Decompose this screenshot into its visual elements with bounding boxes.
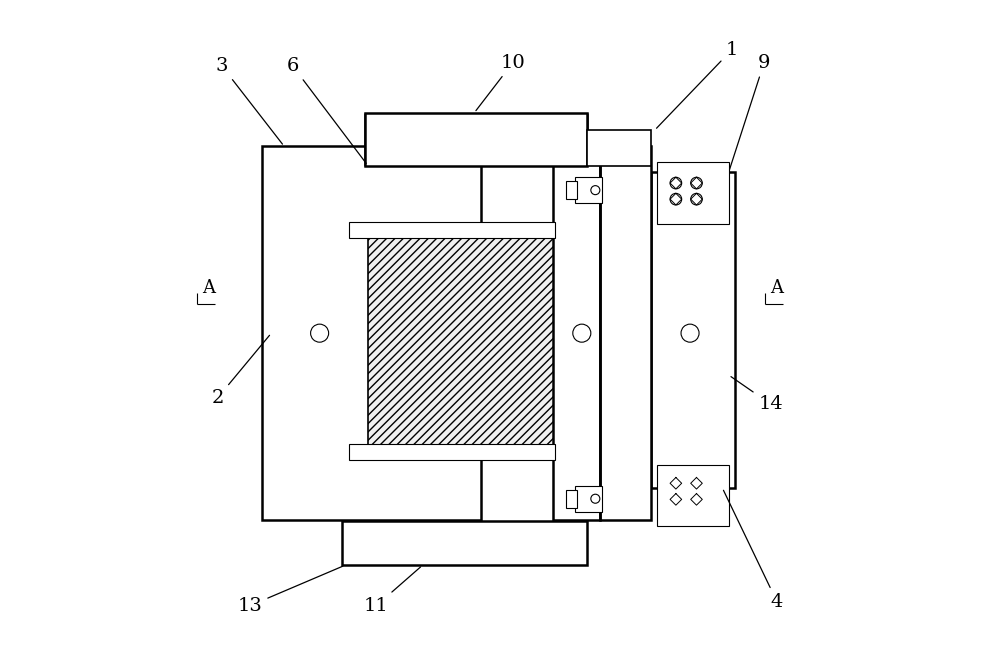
Circle shape xyxy=(681,324,699,342)
Circle shape xyxy=(670,193,682,205)
Text: 6: 6 xyxy=(286,57,366,164)
Text: A: A xyxy=(202,279,215,297)
Text: 10: 10 xyxy=(476,54,525,111)
Bar xyxy=(657,465,729,527)
Text: A: A xyxy=(771,279,784,297)
Text: 9: 9 xyxy=(730,54,770,170)
Bar xyxy=(651,172,735,488)
Text: 4: 4 xyxy=(723,490,783,611)
Bar xyxy=(349,444,555,460)
Bar xyxy=(600,146,651,520)
Text: 13: 13 xyxy=(238,566,343,615)
Circle shape xyxy=(670,177,682,189)
Circle shape xyxy=(691,177,702,189)
Circle shape xyxy=(311,324,329,342)
Bar xyxy=(566,181,577,199)
Bar xyxy=(575,486,602,512)
Text: 1: 1 xyxy=(657,41,738,128)
Text: 11: 11 xyxy=(364,567,421,615)
Circle shape xyxy=(591,494,600,503)
Circle shape xyxy=(691,193,702,205)
Text: 14: 14 xyxy=(731,377,783,413)
Bar xyxy=(368,237,555,446)
Bar xyxy=(342,521,587,565)
Text: 2: 2 xyxy=(212,335,270,406)
Bar xyxy=(657,162,729,224)
Text: 3: 3 xyxy=(215,57,282,144)
Bar xyxy=(262,146,481,520)
Circle shape xyxy=(573,324,591,342)
Circle shape xyxy=(591,186,600,195)
Bar xyxy=(566,490,577,508)
Bar xyxy=(349,223,555,239)
Bar xyxy=(365,113,587,166)
Bar xyxy=(587,130,651,166)
Bar xyxy=(575,177,602,203)
Bar xyxy=(553,146,600,520)
